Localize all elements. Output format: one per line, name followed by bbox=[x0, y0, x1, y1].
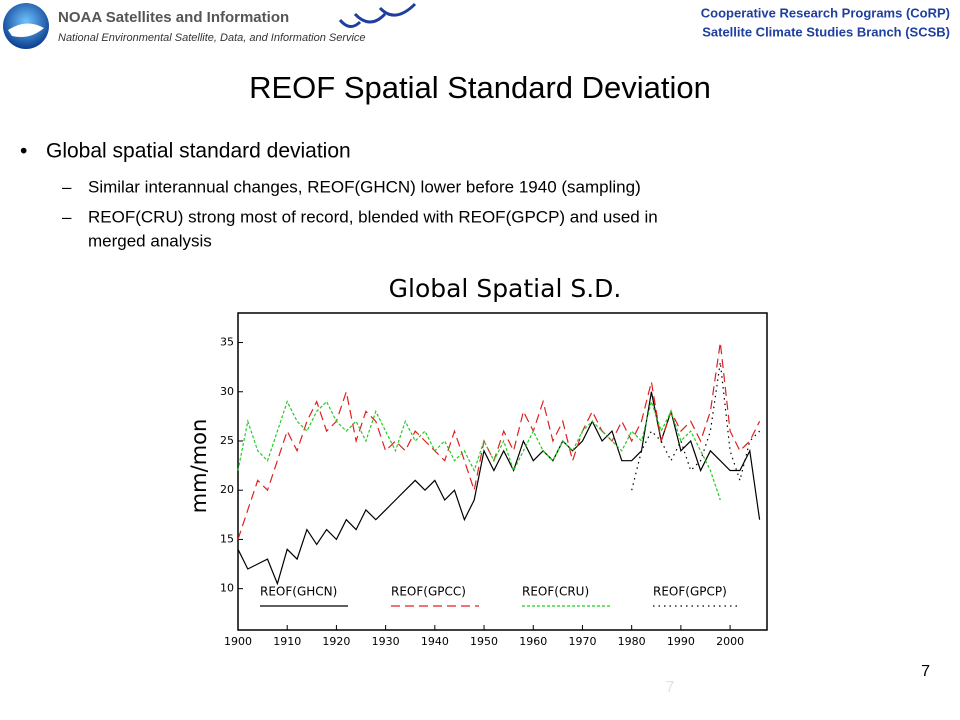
plot-frame bbox=[237, 312, 768, 631]
x-tick-label: 1960 bbox=[519, 635, 547, 648]
legend-label: REOF(GHCN) bbox=[260, 585, 337, 599]
legend-label: REOF(GPCC) bbox=[391, 585, 466, 599]
bullet: Global spatial standard deviation bbox=[46, 140, 351, 163]
subbullet: Similar interannual changes, REOF(GHCN) … bbox=[88, 177, 641, 196]
y-tick-label: 30 bbox=[220, 385, 234, 398]
subbullet: merged analysis bbox=[88, 231, 212, 250]
x-tick-label: 1980 bbox=[618, 635, 646, 648]
series-line bbox=[237, 391, 761, 586]
logo-bird bbox=[8, 23, 44, 37]
subbullet: REOF(CRU) strong most of record, blended… bbox=[88, 207, 658, 226]
x-tick-label: 2000 bbox=[716, 635, 744, 648]
series-line bbox=[631, 362, 761, 491]
branch: Satellite Climate Studies Branch (SCSB) bbox=[702, 24, 950, 39]
x-tick-label: 1950 bbox=[470, 635, 498, 648]
x-tick-label: 1970 bbox=[568, 635, 596, 648]
chart-title: Global Spatial S.D. bbox=[389, 274, 622, 303]
slide-title: REOF Spatial Standard Deviation bbox=[249, 70, 711, 105]
x-tick-label: 1940 bbox=[421, 635, 449, 648]
series-line bbox=[237, 342, 761, 540]
y-tick-label: 15 bbox=[220, 532, 234, 545]
x-tick-label: 1990 bbox=[667, 635, 695, 648]
bullet-dot: • bbox=[20, 140, 27, 163]
org-subtitle: National Environmental Satellite, Data, … bbox=[58, 32, 366, 44]
dash: – bbox=[62, 177, 72, 196]
swoosh bbox=[338, 2, 417, 28]
x-tick-label: 1910 bbox=[273, 635, 301, 648]
legend-label: REOF(GPCP) bbox=[653, 585, 727, 599]
program: Cooperative Research Programs (CoRP) bbox=[701, 5, 950, 20]
y-axis-label: mm/mon bbox=[187, 419, 211, 514]
legend-label: REOF(CRU) bbox=[522, 585, 589, 599]
x-tick-label: 1900 bbox=[224, 635, 252, 648]
y-tick-label: 10 bbox=[220, 582, 234, 595]
y-tick-label: 25 bbox=[220, 434, 234, 447]
org-name: NOAA Satellites and Information bbox=[58, 9, 289, 26]
x-tick-label: 1920 bbox=[322, 635, 350, 648]
y-tick-label: 20 bbox=[220, 483, 234, 496]
y-tick-label: 35 bbox=[220, 336, 234, 349]
x-tick-label: 1930 bbox=[372, 635, 400, 648]
watermark: 7 bbox=[666, 679, 675, 696]
dash: – bbox=[62, 207, 72, 226]
series-line bbox=[237, 399, 721, 501]
page-number: 7 bbox=[921, 663, 930, 680]
